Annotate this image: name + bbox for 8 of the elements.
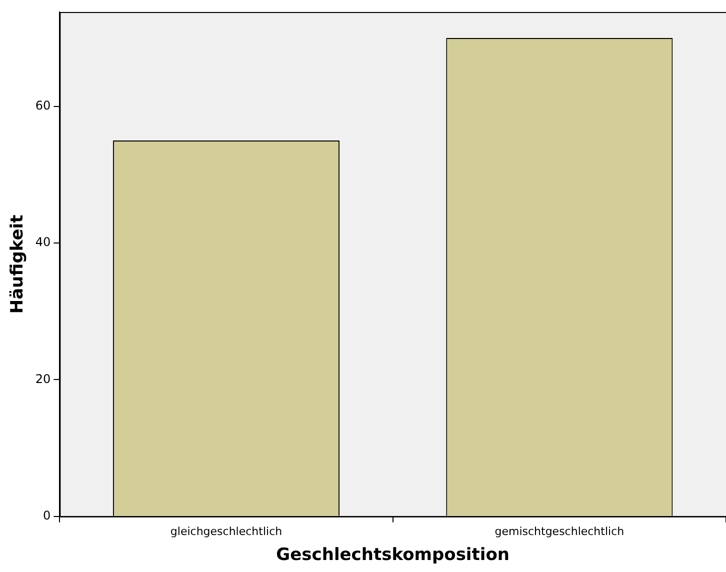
y-tick-label: 0 [43, 508, 51, 523]
x-tick-label: gleichgeschlechtlich [170, 524, 282, 538]
y-tick-label: 40 [35, 235, 51, 250]
x-tick-label: gemischtgeschlechtlich [494, 524, 624, 538]
y-axis-title: Häufigkeit [8, 214, 28, 314]
x-axis-title: Geschlechtskomposition [276, 545, 510, 566]
y-tick-label: 60 [35, 98, 51, 112]
y-tick-label: 20 [35, 372, 51, 386]
